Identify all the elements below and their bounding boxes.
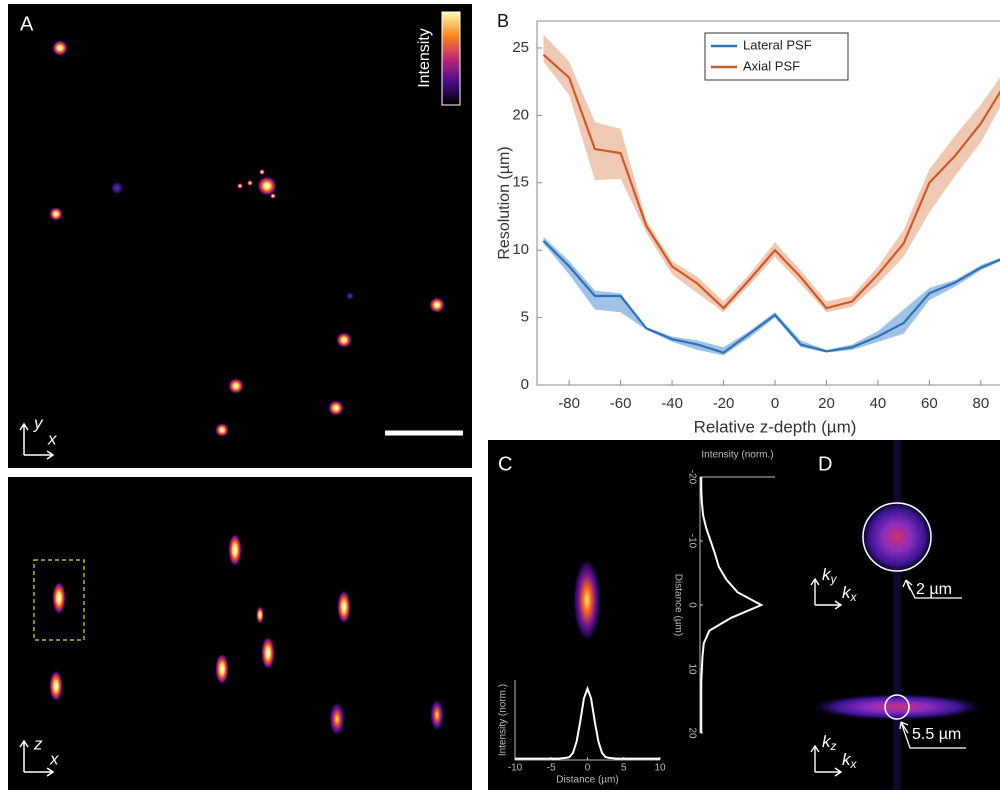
profile-line	[700, 477, 764, 733]
kspace-spot	[807, 693, 987, 721]
y-axis-label: Intensity (norm.)	[498, 684, 509, 756]
kspace-circle	[862, 502, 932, 572]
size-label: 5.5 µm	[912, 726, 961, 743]
x-tick-label: 10	[654, 763, 666, 774]
y-tick-label: -10	[686, 534, 697, 549]
series-line	[542, 53, 1000, 310]
k: k	[822, 732, 832, 751]
k-sub: y	[830, 572, 838, 586]
kspace-spot	[857, 497, 937, 577]
x-tick-label: -60	[610, 395, 632, 412]
xy-spots	[49, 40, 445, 437]
xz-spots	[49, 533, 444, 736]
x-tick-label: -40	[661, 395, 683, 412]
axis-label: z	[33, 734, 43, 753]
psf-spot	[573, 558, 601, 642]
axis-label: kx	[842, 583, 858, 604]
axis-label: kz	[822, 732, 837, 753]
panel-label: A	[20, 13, 34, 35]
x-tick-label: 20	[818, 395, 835, 412]
k: k	[842, 583, 852, 602]
size-arrow	[902, 579, 962, 599]
x-axis-label: Intensity (norm.)	[701, 450, 773, 461]
legend-box	[704, 32, 849, 81]
x-tick-label: 40	[870, 395, 887, 412]
y-tick-label: 5	[521, 309, 529, 326]
y-tick-label: 20	[512, 106, 529, 123]
legend-label: Lateral PSF	[743, 37, 812, 52]
x-tick-label: -80	[558, 395, 580, 412]
x-axis-label: Distance (µm)	[556, 775, 618, 786]
x-tick-label: 60	[921, 395, 938, 412]
y-tick-label: 0	[686, 602, 697, 608]
kspace-circle	[884, 694, 910, 720]
x-tick-label: 80	[972, 395, 989, 412]
axis-label: x	[49, 749, 59, 768]
legend-label: Axial PSF	[743, 58, 800, 73]
axis-indicator	[810, 744, 843, 777]
k-sub: x	[850, 590, 858, 604]
y-tick-label: 25	[512, 39, 529, 56]
confidence-band	[543, 236, 1000, 356]
panel-label: D	[818, 453, 832, 475]
x-tick-label: -5	[547, 763, 556, 774]
axis-label: y	[33, 413, 44, 432]
k: k	[822, 565, 832, 584]
y-tick-label: 0	[521, 376, 529, 393]
size-label: 2 µm	[916, 581, 952, 598]
colorbar	[441, 11, 461, 106]
psf-image	[488, 440, 800, 790]
colorbar-label: Intensity	[416, 28, 433, 88]
y-tick-label: 10	[686, 663, 697, 675]
axis-label: kx	[842, 750, 858, 771]
size-arrow	[899, 721, 966, 749]
x-tick-label: 0	[585, 763, 591, 774]
x-axis-label: Relative z-depth (µm)	[694, 417, 857, 436]
y-tick-label: -20	[686, 470, 697, 485]
x-tick-label: 0	[771, 395, 779, 412]
axis-label: x	[47, 429, 57, 448]
axis-indicator	[19, 422, 55, 460]
panel-label: C	[498, 453, 512, 475]
k-sub: z	[830, 739, 837, 753]
x-tick-label: -20	[713, 395, 735, 412]
profile-line	[515, 685, 660, 760]
xy-image	[8, 4, 472, 468]
y-tick-label: 20	[686, 727, 697, 739]
xz-image	[8, 477, 472, 790]
k: k	[842, 750, 852, 769]
y-tick-label: 15	[512, 174, 529, 191]
x-tick-label: -10	[508, 763, 523, 774]
x-tick-label: 5	[621, 763, 627, 774]
y-tick-label: 10	[512, 241, 529, 258]
axis-indicator	[810, 577, 843, 610]
panel-label: B	[497, 11, 509, 31]
y-axis-label: Distance (µm)	[672, 574, 683, 636]
axis-indicator	[19, 739, 55, 777]
series-line	[542, 239, 1000, 354]
k-sub: x	[850, 757, 858, 771]
y-axis-label: Resolution (µm)	[496, 146, 513, 259]
highlight-box	[33, 559, 85, 641]
axis-label: ky	[822, 565, 838, 586]
